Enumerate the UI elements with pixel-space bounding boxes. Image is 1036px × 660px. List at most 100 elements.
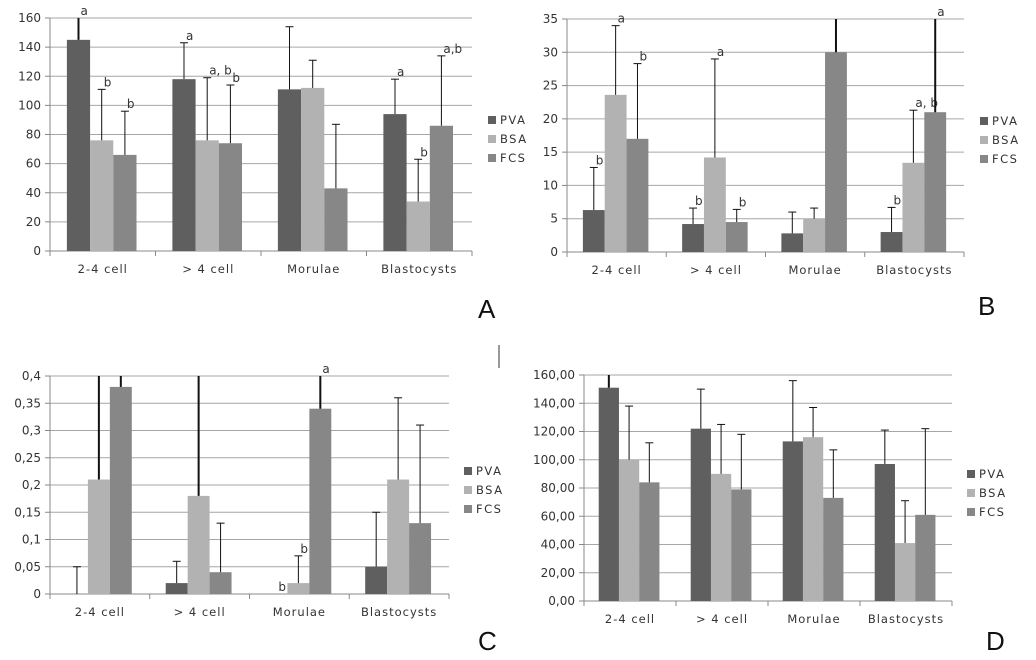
x-category-label: Morulae bbox=[273, 605, 326, 619]
y-tick-label: 20,00 bbox=[541, 566, 575, 580]
panel-label: D bbox=[986, 626, 1005, 656]
legend-label: BSA bbox=[979, 486, 1007, 500]
bar-pva bbox=[781, 233, 804, 252]
bar-bsa bbox=[301, 87, 325, 252]
significance-label: a bbox=[937, 5, 944, 19]
x-category-label: 2-4 cell bbox=[75, 605, 125, 619]
significance-label: b bbox=[300, 542, 308, 556]
legend-swatch-bsa bbox=[967, 489, 975, 497]
x-category-label: Morulae bbox=[787, 612, 840, 626]
y-tick-label: 60,00 bbox=[541, 509, 575, 523]
significance-label: b bbox=[232, 71, 240, 85]
bar-fcs bbox=[924, 112, 947, 252]
bar-bsa bbox=[710, 473, 732, 601]
y-tick-label: 0 bbox=[33, 587, 41, 601]
legend-swatch-pva bbox=[967, 470, 975, 478]
bar-fcs bbox=[324, 188, 348, 251]
bar-bsa bbox=[287, 583, 310, 594]
y-tick-label: 160,00 bbox=[533, 368, 575, 382]
bar-pva bbox=[66, 39, 91, 251]
bar-fcs bbox=[731, 489, 752, 601]
y-tick-label: 0,00 bbox=[548, 594, 575, 608]
x-category-label: 2-4 cell bbox=[592, 263, 642, 277]
y-tick-label: 0,05 bbox=[14, 560, 41, 574]
significance-label: a bbox=[80, 4, 87, 18]
bar-pva bbox=[880, 232, 903, 252]
legend-label: BSA bbox=[500, 132, 528, 146]
bar-pva bbox=[690, 428, 711, 601]
significance-label: b bbox=[695, 194, 703, 208]
legend-label: BSA bbox=[476, 483, 504, 497]
significance-label: b bbox=[104, 75, 112, 89]
bar-fcs bbox=[915, 514, 936, 601]
significance-label: a, b bbox=[915, 96, 938, 110]
x-category-label: Blastocysts bbox=[361, 605, 437, 619]
legend-swatch-bsa bbox=[488, 135, 496, 143]
legend-swatch-fcs bbox=[488, 154, 496, 162]
chart-b: 0 5 10 15 20 25 30 35 2-4 cell b a b > 4 cell b a b Moru… bbox=[543, 5, 1020, 321]
panel-label: B bbox=[978, 291, 995, 321]
legend-label: BSA bbox=[992, 133, 1020, 147]
y-tick-label: 25 bbox=[543, 79, 558, 93]
panel-label: C bbox=[478, 626, 497, 656]
legend-swatch-fcs bbox=[980, 155, 988, 163]
chart-d: 0,00 20,00 40,00 60,00 80,00 100,00 120,00 140,… bbox=[533, 368, 1007, 656]
significance-label: a bbox=[397, 65, 404, 79]
bar-fcs bbox=[209, 572, 232, 594]
legend-label: PVA bbox=[992, 114, 1018, 128]
y-tick-label: 40 bbox=[26, 186, 41, 200]
significance-label: b bbox=[894, 193, 902, 207]
x-category-label: Blastocysts bbox=[381, 262, 457, 276]
bar-bsa bbox=[902, 162, 925, 252]
bar-bsa bbox=[703, 157, 726, 252]
x-category-label: > 4 cell bbox=[182, 262, 234, 276]
x-category-label: > 4 cell bbox=[696, 612, 748, 626]
significance-label: b bbox=[278, 580, 286, 594]
y-tick-label: 60 bbox=[26, 157, 41, 171]
chart-c: 0 0,05 0,1 0,15 0,2 0,25 0,3 0,35 0,4 2-4 cell > 4… bbox=[14, 362, 504, 656]
y-tick-label: 0,1 bbox=[22, 533, 41, 547]
legend-label: FCS bbox=[979, 505, 1005, 519]
bar-fcs bbox=[825, 52, 847, 253]
x-category-label: 2-4 cell bbox=[78, 262, 128, 276]
y-tick-label: 120,00 bbox=[533, 425, 575, 439]
legend-label: PVA bbox=[500, 113, 526, 127]
bar-bsa bbox=[803, 218, 826, 252]
y-tick-label: 20 bbox=[543, 112, 558, 126]
y-tick-label: 30 bbox=[543, 45, 558, 59]
y-tick-label: 100,00 bbox=[533, 453, 575, 467]
bar-bsa bbox=[90, 140, 114, 251]
chart-a: 0 20 40 60 80 100 120 140 160 2-4 cell a b b > 4 cell… bbox=[18, 4, 528, 324]
bar-pva bbox=[365, 566, 388, 594]
panel-label: A bbox=[478, 294, 496, 324]
legend-swatch-fcs bbox=[464, 505, 472, 513]
significance-label: a bbox=[322, 362, 329, 376]
y-tick-label: 5 bbox=[550, 212, 558, 226]
y-tick-label: 0,2 bbox=[22, 478, 41, 492]
y-tick-label: 120 bbox=[18, 69, 41, 83]
x-category-label: 2-4 cell bbox=[605, 612, 655, 626]
x-category-label: > 4 cell bbox=[174, 605, 226, 619]
significance-label: b bbox=[596, 153, 604, 167]
bar-fcs bbox=[218, 143, 243, 251]
significance-label: b bbox=[639, 50, 647, 64]
bar-bsa bbox=[406, 201, 430, 251]
bar-bsa bbox=[604, 94, 627, 253]
legend-label: FCS bbox=[992, 152, 1018, 166]
bar-fcs bbox=[725, 222, 748, 252]
x-category-label: Blastocysts bbox=[868, 612, 944, 626]
legend-swatch-pva bbox=[464, 467, 472, 475]
bar-bsa bbox=[195, 140, 219, 251]
bar-fcs bbox=[113, 154, 137, 251]
bar-pva bbox=[165, 583, 188, 594]
bar-fcs bbox=[309, 408, 332, 594]
bar-bsa bbox=[187, 495, 210, 594]
y-tick-label: 0,4 bbox=[22, 369, 41, 383]
bar-bsa bbox=[387, 479, 410, 594]
y-tick-label: 80,00 bbox=[541, 481, 575, 495]
legend-swatch-pva bbox=[488, 116, 496, 124]
legend-swatch-bsa bbox=[980, 136, 988, 144]
y-tick-label: 15 bbox=[543, 145, 558, 159]
y-tick-label: 100 bbox=[18, 98, 41, 112]
